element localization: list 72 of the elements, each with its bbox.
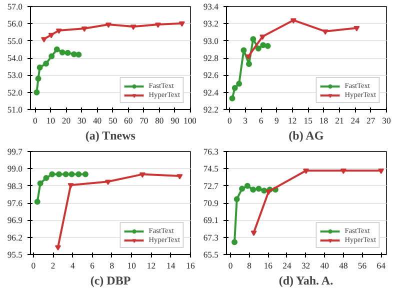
- x-tick-label: 48: [339, 260, 348, 270]
- x-tick-label: 16: [264, 260, 274, 270]
- x-tick-label: 56: [358, 260, 368, 270]
- y-tick-label: 93.0: [203, 36, 219, 46]
- y-tick-label: 96.2: [7, 232, 23, 242]
- x-axis-title: (b) AG: [288, 128, 324, 142]
- x-tick-label: 6: [90, 260, 96, 270]
- y-tick-label: 93.2: [203, 18, 219, 29]
- y-tick-label: 99.7: [7, 146, 24, 156]
- x-tick-label: 4: [70, 260, 76, 270]
- y-tick-label: 54.0: [7, 53, 23, 63]
- x-tick-label: 12: [146, 260, 156, 270]
- x-tick-label: 10: [127, 260, 136, 270]
- x-tick-label: 80: [155, 116, 164, 126]
- y-tick-label: 92.6: [203, 70, 220, 80]
- x-tick-label: 30: [77, 116, 86, 126]
- x-tick-label: 50: [108, 116, 118, 126]
- x-tick-label: 16: [186, 260, 196, 270]
- y-tick-label: 56.0: [7, 18, 23, 29]
- x-tick-label: 12: [288, 116, 297, 126]
- x-tick-label: 18: [319, 116, 328, 126]
- y-tick-label: 95.5: [7, 250, 23, 260]
- y-tick-label: 92.2: [203, 104, 219, 114]
- x-tick-label: 64: [376, 260, 386, 270]
- x-tick-label: 90: [170, 116, 180, 126]
- x-tick-label: 24: [282, 260, 292, 270]
- x-tick-label: 15: [304, 116, 312, 126]
- x-tick-label: 27: [366, 116, 376, 126]
- x-tick-label: 60: [124, 116, 133, 126]
- x-tick-label: 40: [92, 116, 102, 126]
- x-tick-label: 6: [258, 116, 264, 126]
- y-tick-label: 76.3: [203, 146, 219, 156]
- y-tick-label: 51.0: [7, 104, 23, 114]
- x-tick-label: 70: [140, 116, 148, 126]
- x-tick-label: 24: [350, 116, 360, 126]
- x-tick-label: 100: [184, 116, 196, 126]
- y-tick-label: 92.4: [203, 87, 220, 98]
- x-tick-label: 0: [31, 260, 36, 270]
- x-tick-label: 8: [247, 260, 252, 270]
- y-tick-label: 99.0: [7, 164, 23, 174]
- y-tick-label: 69.1: [203, 215, 219, 226]
- x-tick-label: 21: [335, 116, 344, 126]
- x-tick-label: 14: [166, 260, 176, 270]
- y-tick-label: 70.9: [203, 198, 219, 208]
- y-tick-label: 53.0: [7, 70, 23, 80]
- y-tick-label: 97.6: [7, 198, 24, 208]
- x-axis-title: (a) Tnews: [85, 128, 136, 142]
- y-tick-label: 57.0: [7, 2, 23, 12]
- x-tick-label: 0: [32, 116, 38, 126]
- x-tick-label: 0: [227, 116, 232, 126]
- y-tick-label: 92.8: [203, 53, 219, 63]
- y-tick-label: 96.9: [7, 215, 23, 226]
- y-tick-label: 72.7: [203, 180, 220, 191]
- x-axis-title: (d) Yah. A.: [278, 274, 334, 288]
- y-tick-label: 98.3: [7, 180, 23, 191]
- x-tick-label: 30: [382, 116, 391, 126]
- y-tick-label: 74.5: [203, 164, 219, 174]
- y-tick-label: 52.0: [7, 87, 23, 98]
- y-tick-label: 67.3: [203, 232, 219, 242]
- x-axis-title: (c) DBP: [90, 274, 131, 288]
- x-tick-label: 3: [243, 116, 248, 126]
- y-tick-label: 65.5: [203, 250, 219, 260]
- x-tick-label: 20: [62, 116, 71, 126]
- y-tick-label: 55.0: [7, 36, 23, 46]
- x-tick-label: 2: [50, 260, 56, 270]
- x-tick-label: 9: [274, 116, 279, 126]
- x-tick-label: 8: [110, 260, 114, 270]
- y-tick-label: 93.4: [203, 2, 220, 12]
- x-tick-label: 10: [46, 116, 56, 126]
- x-tick-label: 0: [228, 260, 233, 270]
- x-tick-label: 32: [301, 260, 310, 270]
- x-tick-label: 40: [320, 260, 329, 270]
